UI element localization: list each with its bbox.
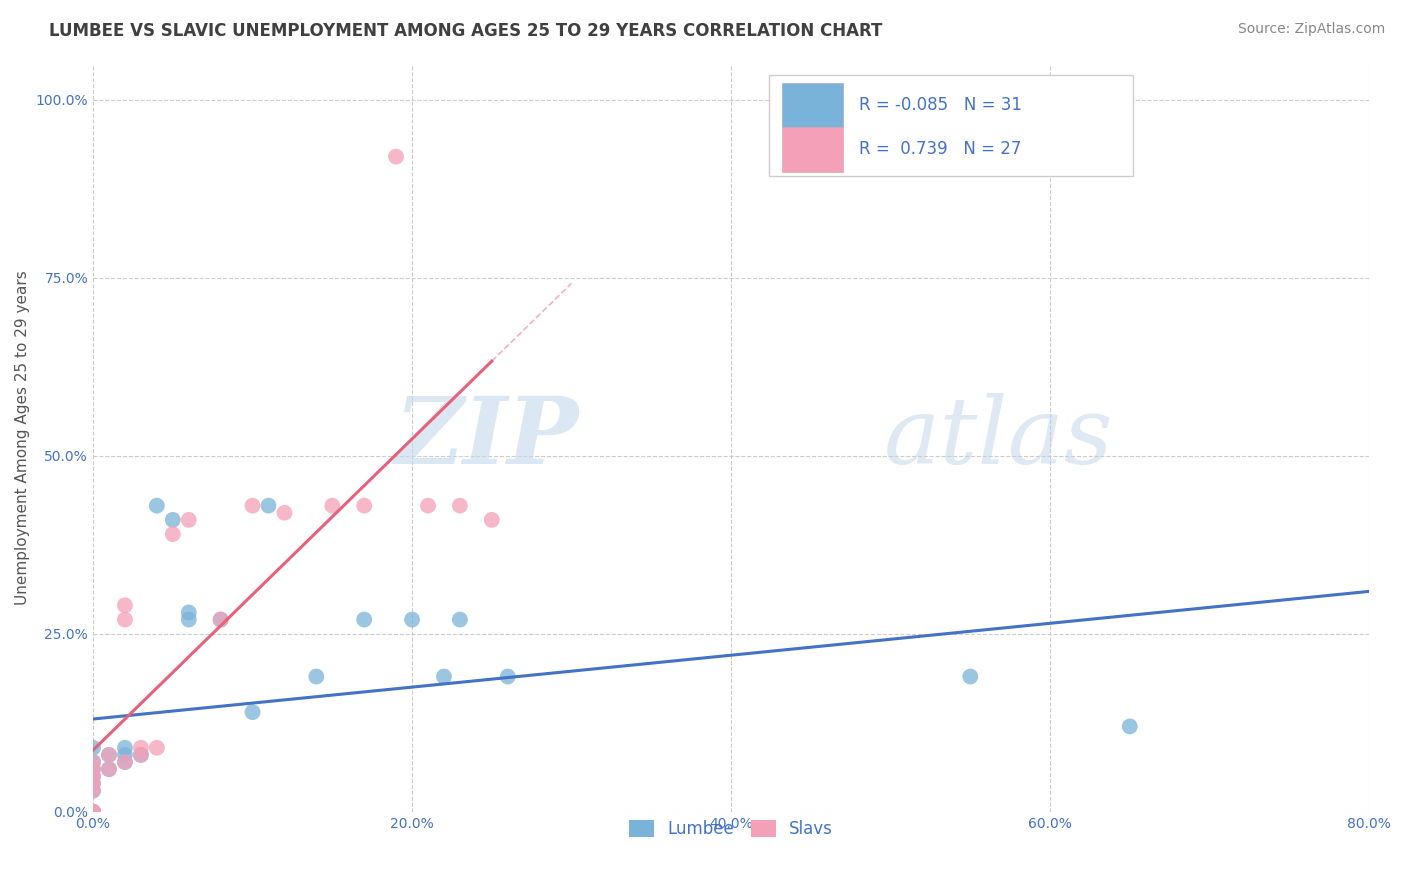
Point — [82, 755, 104, 769]
Point — [98, 747, 121, 762]
Point — [177, 513, 200, 527]
Point — [82, 805, 104, 819]
FancyBboxPatch shape — [782, 83, 844, 128]
Point — [129, 747, 152, 762]
Point — [177, 606, 200, 620]
Point — [114, 755, 136, 769]
Point — [321, 499, 343, 513]
Point — [162, 513, 184, 527]
Point — [82, 783, 104, 797]
Text: atlas: atlas — [884, 393, 1114, 483]
Point — [273, 506, 295, 520]
Point — [257, 499, 280, 513]
Point — [242, 499, 264, 513]
Point — [353, 499, 375, 513]
Point — [433, 669, 456, 683]
Point — [959, 669, 981, 683]
Point — [146, 499, 169, 513]
Point — [146, 740, 169, 755]
Point — [353, 613, 375, 627]
Point — [242, 705, 264, 719]
Point — [305, 669, 328, 683]
Point — [114, 755, 136, 769]
Point — [82, 805, 104, 819]
Point — [416, 499, 439, 513]
Point — [177, 613, 200, 627]
Text: ZIP: ZIP — [394, 393, 578, 483]
Text: R =  0.739   N = 27: R = 0.739 N = 27 — [859, 140, 1021, 158]
Point — [82, 805, 104, 819]
Point — [129, 740, 152, 755]
Point — [209, 613, 232, 627]
FancyBboxPatch shape — [782, 127, 844, 171]
Point — [82, 762, 104, 776]
Y-axis label: Unemployment Among Ages 25 to 29 years: Unemployment Among Ages 25 to 29 years — [15, 270, 30, 606]
Point — [98, 762, 121, 776]
FancyBboxPatch shape — [769, 75, 1133, 177]
Point — [82, 755, 104, 769]
Point — [114, 599, 136, 613]
Text: R = -0.085   N = 31: R = -0.085 N = 31 — [859, 96, 1022, 114]
Point — [114, 747, 136, 762]
Point — [82, 769, 104, 783]
Point — [98, 762, 121, 776]
Point — [114, 613, 136, 627]
Point — [162, 527, 184, 541]
Text: Source: ZipAtlas.com: Source: ZipAtlas.com — [1237, 22, 1385, 37]
Point — [114, 740, 136, 755]
Point — [449, 613, 471, 627]
Point — [82, 805, 104, 819]
Point — [98, 747, 121, 762]
Point — [496, 669, 519, 683]
Point — [82, 740, 104, 755]
Legend: Lumbee, Slavs: Lumbee, Slavs — [623, 814, 839, 845]
Point — [82, 769, 104, 783]
Point — [385, 150, 408, 164]
Text: LUMBEE VS SLAVIC UNEMPLOYMENT AMONG AGES 25 TO 29 YEARS CORRELATION CHART: LUMBEE VS SLAVIC UNEMPLOYMENT AMONG AGES… — [49, 22, 883, 40]
Point — [481, 513, 503, 527]
Point — [82, 805, 104, 819]
Point — [82, 776, 104, 790]
Point — [82, 783, 104, 797]
Point — [82, 762, 104, 776]
Point — [1119, 719, 1142, 733]
Point — [209, 613, 232, 627]
Point — [401, 613, 423, 627]
Point — [82, 805, 104, 819]
Point — [449, 499, 471, 513]
Point — [82, 805, 104, 819]
Point — [129, 747, 152, 762]
Point — [82, 776, 104, 790]
